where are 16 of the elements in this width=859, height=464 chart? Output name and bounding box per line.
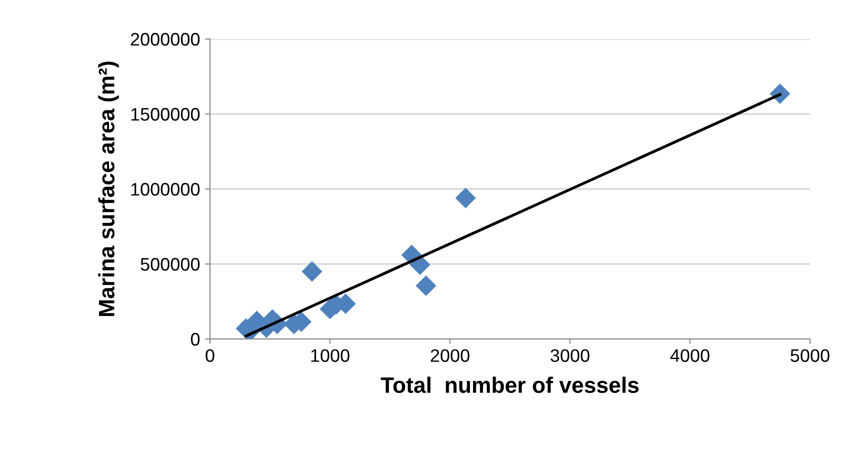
x-tick-label: 5000 (790, 349, 830, 362)
y-tick-label: 1000000 (131, 182, 200, 196)
point (302, 261, 322, 282)
y-axis-title: Marina surface area (m²) (98, 62, 119, 316)
y-tick-label: 1500000 (131, 108, 200, 121)
x-tick-label: 0 (206, 349, 214, 362)
y-tick-label: 0 (190, 332, 200, 346)
x-tick-label: 3000 (550, 349, 590, 362)
x-tick-label: 1000 (311, 349, 350, 362)
x-tick-label: 4000 (670, 349, 710, 362)
y-tick-label: 500000 (140, 258, 200, 271)
point (416, 275, 436, 296)
point (455, 188, 476, 208)
x-tick-label: 2000 (430, 349, 470, 362)
y-tick-label: 2000000 (130, 32, 200, 46)
x-axis-title: Total number of vessels (380, 376, 639, 393)
